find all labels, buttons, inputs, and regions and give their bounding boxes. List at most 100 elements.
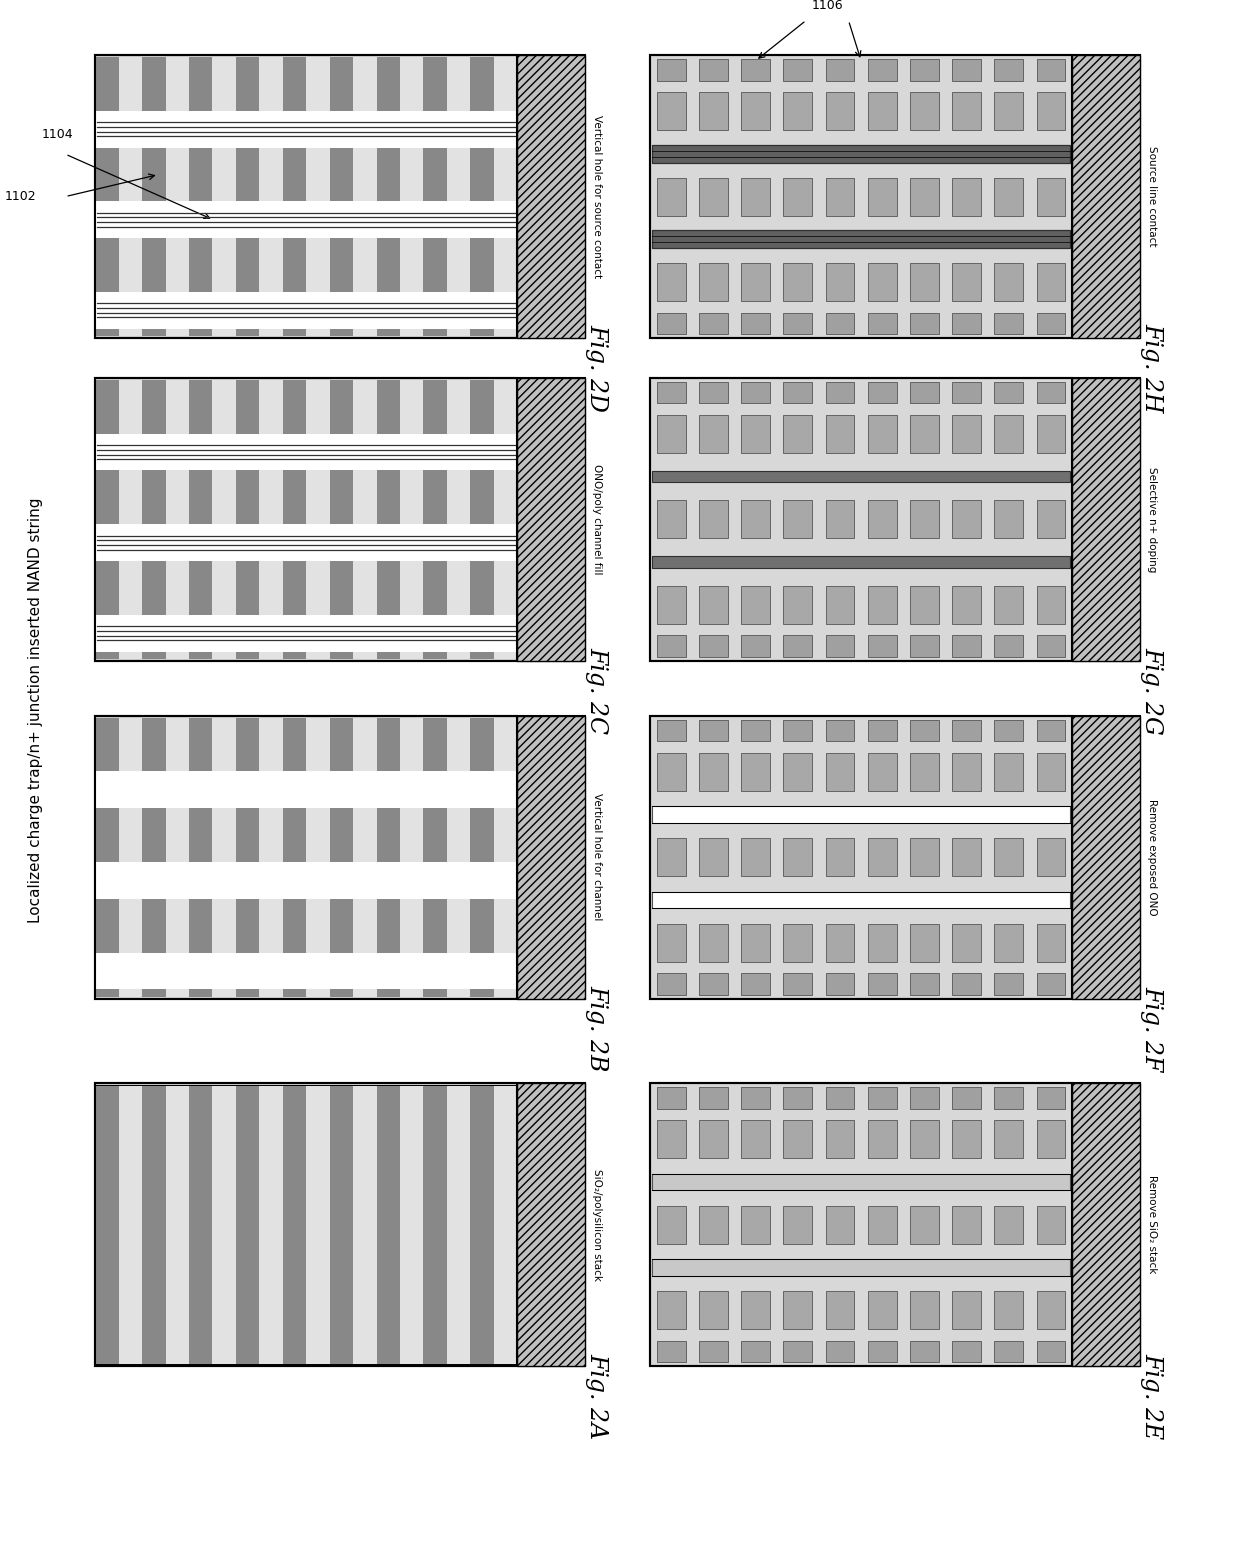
Bar bbox=[868, 1120, 897, 1159]
Bar bbox=[494, 989, 517, 997]
Bar bbox=[212, 471, 236, 525]
Bar bbox=[212, 651, 236, 659]
Bar bbox=[259, 329, 283, 336]
Bar bbox=[423, 57, 446, 111]
Bar bbox=[306, 238, 330, 292]
Bar bbox=[143, 562, 166, 614]
Bar bbox=[699, 1088, 728, 1108]
Bar bbox=[910, 1341, 939, 1362]
Bar bbox=[188, 989, 212, 997]
Bar bbox=[517, 716, 585, 998]
Bar bbox=[236, 329, 259, 336]
Bar bbox=[236, 989, 259, 997]
Text: Vertical hole for channel: Vertical hole for channel bbox=[593, 793, 603, 921]
Bar bbox=[143, 329, 166, 336]
Bar bbox=[826, 974, 854, 995]
Bar bbox=[95, 238, 119, 292]
Bar bbox=[657, 974, 686, 995]
Bar bbox=[910, 59, 939, 80]
Bar bbox=[742, 1088, 770, 1108]
Bar bbox=[742, 415, 770, 452]
Text: Source line contact: Source line contact bbox=[1147, 147, 1157, 247]
Bar bbox=[699, 838, 728, 876]
Bar bbox=[446, 148, 470, 202]
Bar bbox=[119, 1085, 143, 1364]
Bar bbox=[377, 717, 401, 772]
Bar bbox=[826, 93, 854, 130]
Bar bbox=[784, 59, 812, 80]
Bar bbox=[330, 898, 353, 952]
Bar bbox=[95, 562, 119, 614]
Bar bbox=[95, 1083, 585, 1366]
Bar bbox=[657, 313, 686, 333]
Bar bbox=[910, 753, 939, 790]
Bar bbox=[699, 93, 728, 130]
Bar bbox=[283, 562, 306, 614]
Bar bbox=[423, 1085, 446, 1364]
Bar bbox=[330, 651, 353, 659]
Bar bbox=[868, 93, 897, 130]
Bar bbox=[401, 898, 423, 952]
Bar bbox=[952, 177, 981, 216]
Bar bbox=[330, 809, 353, 863]
Bar bbox=[657, 1120, 686, 1159]
Bar bbox=[910, 1120, 939, 1159]
Bar bbox=[826, 383, 854, 403]
Bar bbox=[212, 717, 236, 772]
Bar bbox=[143, 148, 166, 202]
Text: Remove exposed ONO: Remove exposed ONO bbox=[1147, 799, 1157, 915]
Bar bbox=[283, 989, 306, 997]
Bar bbox=[306, 717, 330, 772]
Bar bbox=[742, 93, 770, 130]
Bar bbox=[650, 378, 1073, 660]
Bar bbox=[1037, 1291, 1065, 1329]
Bar bbox=[188, 651, 212, 659]
Bar bbox=[353, 380, 377, 434]
Bar bbox=[910, 415, 939, 452]
Bar bbox=[868, 586, 897, 623]
Bar bbox=[994, 313, 1023, 333]
Bar bbox=[330, 471, 353, 525]
Bar bbox=[952, 383, 981, 403]
Bar bbox=[401, 989, 423, 997]
Bar bbox=[212, 989, 236, 997]
Bar bbox=[994, 383, 1023, 403]
Bar bbox=[306, 562, 330, 614]
Bar bbox=[423, 148, 446, 202]
Bar bbox=[95, 292, 517, 329]
Bar bbox=[494, 471, 517, 525]
Bar bbox=[212, 380, 236, 434]
Bar bbox=[259, 238, 283, 292]
Text: 1102: 1102 bbox=[5, 190, 36, 204]
Bar bbox=[353, 148, 377, 202]
Bar bbox=[952, 719, 981, 741]
Bar bbox=[306, 1085, 330, 1364]
Text: Fig. 2F: Fig. 2F bbox=[1141, 986, 1163, 1071]
Bar bbox=[330, 57, 353, 111]
Bar bbox=[742, 1291, 770, 1329]
Bar bbox=[401, 57, 423, 111]
Bar bbox=[868, 177, 897, 216]
Bar bbox=[910, 838, 939, 876]
Bar bbox=[1037, 636, 1065, 657]
Bar bbox=[143, 809, 166, 863]
Text: 1104: 1104 bbox=[41, 128, 73, 140]
Text: Localized charge trap/n+ junction inserted NAND string: Localized charge trap/n+ junction insert… bbox=[27, 498, 43, 923]
Bar bbox=[784, 313, 812, 333]
Bar bbox=[95, 202, 517, 238]
Bar bbox=[910, 313, 939, 333]
Bar bbox=[868, 264, 897, 301]
Bar bbox=[994, 838, 1023, 876]
Bar bbox=[95, 863, 517, 898]
Bar bbox=[353, 471, 377, 525]
Bar bbox=[784, 924, 812, 961]
Bar bbox=[259, 809, 283, 863]
Bar bbox=[494, 651, 517, 659]
Bar bbox=[657, 1205, 686, 1244]
Bar bbox=[742, 177, 770, 216]
Bar bbox=[494, 57, 517, 111]
Bar bbox=[517, 1083, 585, 1366]
Bar bbox=[470, 471, 494, 525]
Bar bbox=[446, 471, 470, 525]
Bar bbox=[353, 57, 377, 111]
